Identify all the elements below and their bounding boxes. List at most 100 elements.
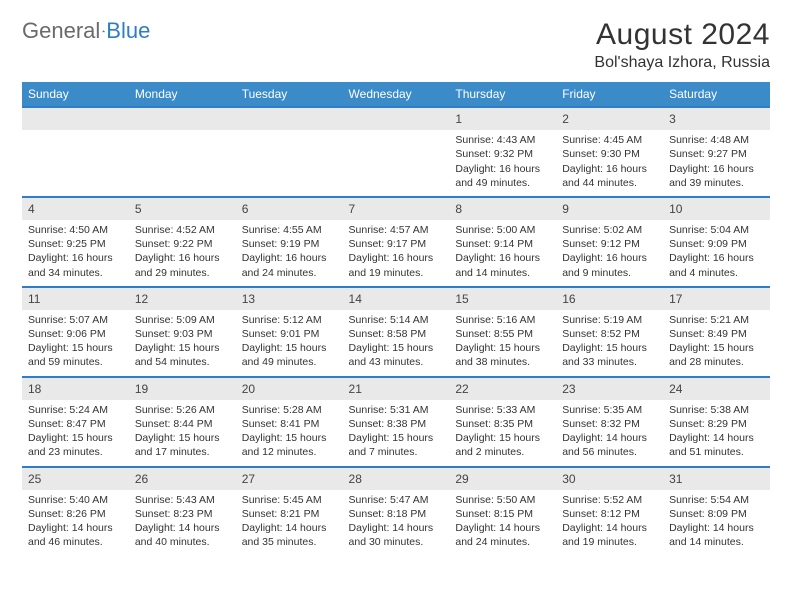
sunset-line: Sunset: 8:52 PM <box>562 327 657 341</box>
day-cell: Sunrise: 5:02 AMSunset: 9:12 PMDaylight:… <box>556 220 663 286</box>
daynum-cell: 4 <box>22 196 129 220</box>
day-cell: Sunrise: 4:55 AMSunset: 9:19 PMDaylight:… <box>236 220 343 286</box>
daylight-line: Daylight: 15 hours and 43 minutes. <box>349 341 444 369</box>
daylight-line: Daylight: 14 hours and 40 minutes. <box>135 521 230 549</box>
day-number: 12 <box>129 286 236 310</box>
sunset-line: Sunset: 9:09 PM <box>669 237 764 251</box>
daynum-cell: 20 <box>236 376 343 400</box>
day-body: Sunrise: 4:43 AMSunset: 9:32 PMDaylight:… <box>449 130 556 196</box>
daynum-row: 25262728293031 <box>22 466 770 490</box>
daylight-line: Daylight: 16 hours and 29 minutes. <box>135 251 230 279</box>
sunset-line: Sunset: 9:32 PM <box>455 147 550 161</box>
sunset-line: Sunset: 8:32 PM <box>562 417 657 431</box>
sunrise-line: Sunrise: 4:57 AM <box>349 223 444 237</box>
day-body <box>343 130 450 139</box>
daynum-cell: 28 <box>343 466 450 490</box>
sunrise-line: Sunrise: 4:52 AM <box>135 223 230 237</box>
day-body: Sunrise: 5:40 AMSunset: 8:26 PMDaylight:… <box>22 490 129 556</box>
daynum-cell: 15 <box>449 286 556 310</box>
day-cell: Sunrise: 5:50 AMSunset: 8:15 PMDaylight:… <box>449 490 556 556</box>
day-body: Sunrise: 5:12 AMSunset: 9:01 PMDaylight:… <box>236 310 343 376</box>
sunset-line: Sunset: 8:41 PM <box>242 417 337 431</box>
daylight-line: Daylight: 15 hours and 54 minutes. <box>135 341 230 369</box>
weekday-header: Thursday <box>449 82 556 106</box>
day-number: 24 <box>663 376 770 400</box>
day-number: 26 <box>129 466 236 490</box>
daynum-cell: 31 <box>663 466 770 490</box>
sunrise-line: Sunrise: 5:02 AM <box>562 223 657 237</box>
daylight-line: Daylight: 15 hours and 2 minutes. <box>455 431 550 459</box>
sunset-line: Sunset: 8:49 PM <box>669 327 764 341</box>
sunset-line: Sunset: 8:38 PM <box>349 417 444 431</box>
daylight-line: Daylight: 14 hours and 19 minutes. <box>562 521 657 549</box>
sunrise-line: Sunrise: 5:50 AM <box>455 493 550 507</box>
day-body: Sunrise: 4:48 AMSunset: 9:27 PMDaylight:… <box>663 130 770 196</box>
day-cell: Sunrise: 5:16 AMSunset: 8:55 PMDaylight:… <box>449 310 556 376</box>
sunrise-line: Sunrise: 5:09 AM <box>135 313 230 327</box>
sunset-line: Sunset: 8:44 PM <box>135 417 230 431</box>
daynum-row: 11121314151617 <box>22 286 770 310</box>
day-cell: Sunrise: 5:35 AMSunset: 8:32 PMDaylight:… <box>556 400 663 466</box>
day-cell: Sunrise: 5:38 AMSunset: 8:29 PMDaylight:… <box>663 400 770 466</box>
day-body: Sunrise: 5:07 AMSunset: 9:06 PMDaylight:… <box>22 310 129 376</box>
day-body: Sunrise: 4:52 AMSunset: 9:22 PMDaylight:… <box>129 220 236 286</box>
sunset-line: Sunset: 9:01 PM <box>242 327 337 341</box>
daylight-line: Daylight: 15 hours and 23 minutes. <box>28 431 123 459</box>
day-cell <box>343 130 450 196</box>
day-body: Sunrise: 5:28 AMSunset: 8:41 PMDaylight:… <box>236 400 343 466</box>
sunrise-line: Sunrise: 4:43 AM <box>455 133 550 147</box>
sunrise-line: Sunrise: 5:07 AM <box>28 313 123 327</box>
daynum-cell: 13 <box>236 286 343 310</box>
day-cell <box>129 130 236 196</box>
day-cell: Sunrise: 5:28 AMSunset: 8:41 PMDaylight:… <box>236 400 343 466</box>
daylight-line: Daylight: 15 hours and 28 minutes. <box>669 341 764 369</box>
sunset-line: Sunset: 9:30 PM <box>562 147 657 161</box>
day-body: Sunrise: 5:16 AMSunset: 8:55 PMDaylight:… <box>449 310 556 376</box>
day-cell: Sunrise: 5:12 AMSunset: 9:01 PMDaylight:… <box>236 310 343 376</box>
day-number: 28 <box>343 466 450 490</box>
day-number: 2 <box>556 106 663 130</box>
sunrise-line: Sunrise: 5:40 AM <box>28 493 123 507</box>
day-number: 3 <box>663 106 770 130</box>
day-number: 20 <box>236 376 343 400</box>
day-number: 10 <box>663 196 770 220</box>
day-number: 30 <box>556 466 663 490</box>
daylight-line: Daylight: 16 hours and 19 minutes. <box>349 251 444 279</box>
day-cell: Sunrise: 5:04 AMSunset: 9:09 PMDaylight:… <box>663 220 770 286</box>
day-cell: Sunrise: 4:45 AMSunset: 9:30 PMDaylight:… <box>556 130 663 196</box>
daynum-cell: 29 <box>449 466 556 490</box>
location: Bol'shaya Izhora, Russia <box>594 54 770 72</box>
sunset-line: Sunset: 8:47 PM <box>28 417 123 431</box>
day-cell: Sunrise: 5:14 AMSunset: 8:58 PMDaylight:… <box>343 310 450 376</box>
logo-icon <box>102 22 105 40</box>
daynum-cell: 26 <box>129 466 236 490</box>
sunset-line: Sunset: 8:15 PM <box>455 507 550 521</box>
day-body: Sunrise: 5:33 AMSunset: 8:35 PMDaylight:… <box>449 400 556 466</box>
sunset-line: Sunset: 9:17 PM <box>349 237 444 251</box>
daynum-cell: 27 <box>236 466 343 490</box>
daynum-cell: 6 <box>236 196 343 220</box>
daynum-cell: 3 <box>663 106 770 130</box>
day-body: Sunrise: 5:19 AMSunset: 8:52 PMDaylight:… <box>556 310 663 376</box>
day-cell: Sunrise: 5:21 AMSunset: 8:49 PMDaylight:… <box>663 310 770 376</box>
sunrise-line: Sunrise: 5:52 AM <box>562 493 657 507</box>
calendar-page: General Blue August 2024 Bol'shaya Izhor… <box>0 0 792 565</box>
sunset-line: Sunset: 8:55 PM <box>455 327 550 341</box>
sunrise-line: Sunrise: 5:04 AM <box>669 223 764 237</box>
daylight-line: Daylight: 14 hours and 24 minutes. <box>455 521 550 549</box>
daylight-line: Daylight: 16 hours and 24 minutes. <box>242 251 337 279</box>
daynum-row: 123 <box>22 106 770 130</box>
daynum-cell: 17 <box>663 286 770 310</box>
month-title: August 2024 <box>594 18 770 52</box>
sunset-line: Sunset: 8:26 PM <box>28 507 123 521</box>
weekday-header-row: SundayMondayTuesdayWednesdayThursdayFrid… <box>22 82 770 106</box>
logo: General Blue <box>22 18 150 44</box>
day-number: 7 <box>343 196 450 220</box>
day-body: Sunrise: 5:45 AMSunset: 8:21 PMDaylight:… <box>236 490 343 556</box>
title-block: August 2024 Bol'shaya Izhora, Russia <box>594 18 770 72</box>
sunrise-line: Sunrise: 5:24 AM <box>28 403 123 417</box>
sunset-line: Sunset: 8:09 PM <box>669 507 764 521</box>
daylight-line: Daylight: 15 hours and 49 minutes. <box>242 341 337 369</box>
day-body <box>22 130 129 139</box>
day-cell: Sunrise: 5:19 AMSunset: 8:52 PMDaylight:… <box>556 310 663 376</box>
